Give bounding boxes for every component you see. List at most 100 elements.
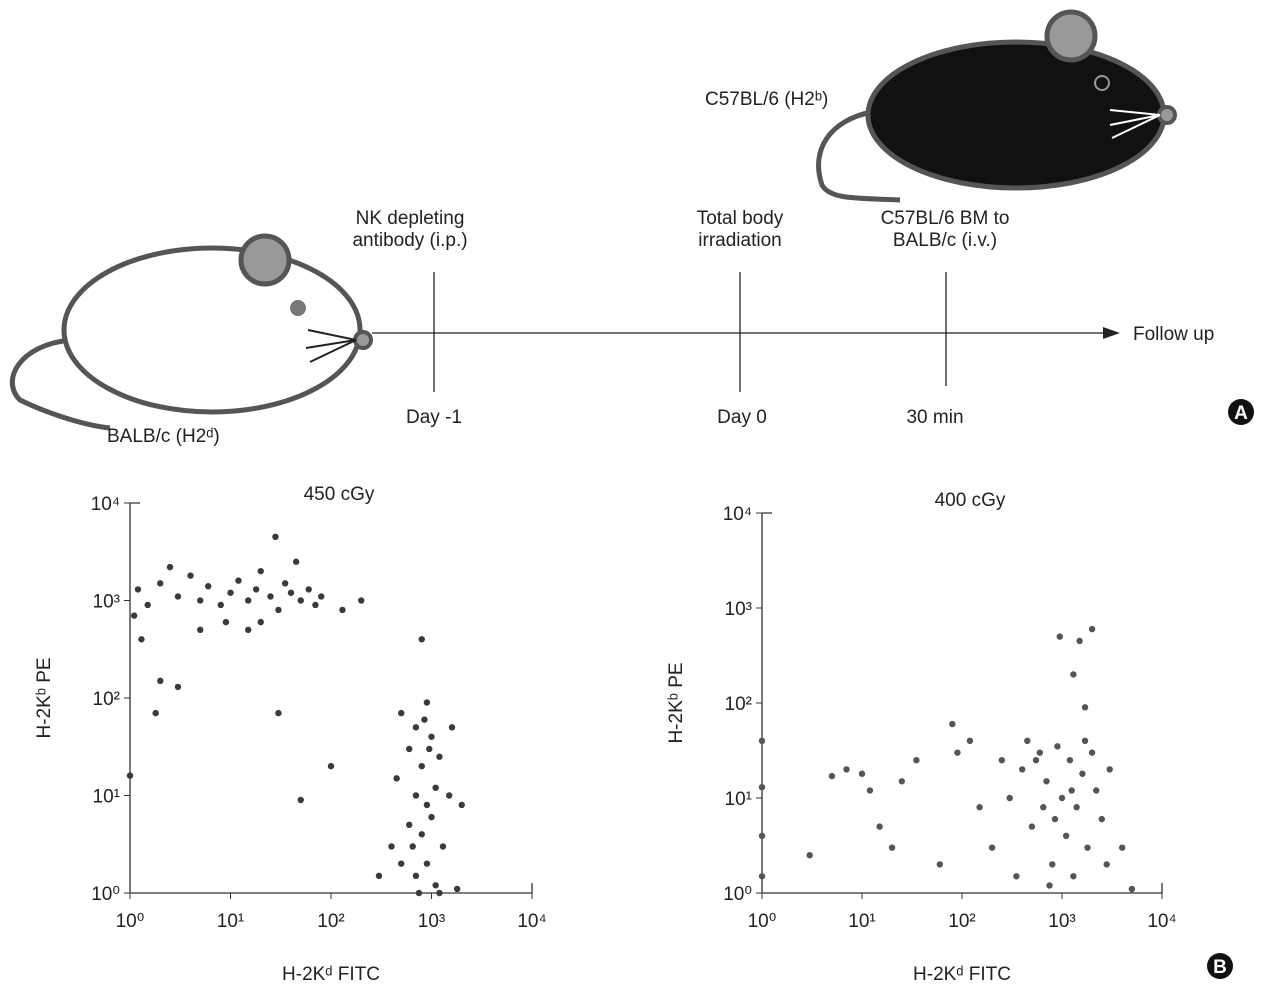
point — [828, 772, 836, 780]
axes — [761, 512, 1163, 894]
point — [318, 593, 325, 600]
step-event: NK depleting antibody (i.p.) — [352, 208, 467, 251]
point — [806, 851, 813, 859]
x-tick-label: 10² — [948, 911, 975, 932]
point — [1076, 637, 1083, 645]
point — [275, 709, 282, 717]
point — [758, 737, 766, 745]
point — [1084, 844, 1091, 851]
panel-label: B — [1213, 957, 1227, 978]
point — [375, 872, 383, 880]
y-tick-label: 10² — [725, 694, 752, 715]
point — [1066, 756, 1074, 764]
point — [758, 783, 766, 791]
point — [292, 558, 300, 565]
point — [312, 601, 319, 609]
point — [205, 583, 212, 590]
y-axis-label: H-2Kᵇ PE — [34, 657, 55, 738]
point — [297, 796, 304, 804]
point — [339, 606, 346, 614]
point — [1106, 766, 1113, 773]
point — [1068, 787, 1075, 794]
point — [436, 889, 443, 897]
point — [287, 589, 295, 596]
point — [913, 756, 920, 764]
point — [1024, 737, 1031, 745]
step-time: Day 0 — [717, 407, 767, 428]
x-tick-label: 10³ — [418, 911, 445, 932]
point — [409, 843, 416, 850]
point — [252, 586, 260, 593]
point — [1103, 861, 1110, 868]
point — [197, 626, 204, 634]
point — [1056, 633, 1063, 640]
x-tick-label: 10⁴ — [1147, 911, 1176, 932]
point — [1028, 823, 1036, 830]
point — [1046, 882, 1053, 889]
y-tick-label: 10⁰ — [723, 884, 752, 905]
point — [412, 724, 420, 731]
y-tick-label: 10⁰ — [91, 884, 120, 905]
point — [421, 716, 428, 723]
point — [423, 801, 431, 809]
point — [843, 766, 850, 773]
point — [327, 762, 335, 770]
axes — [129, 502, 533, 894]
x-tick-label: 10³ — [1048, 911, 1075, 932]
point — [398, 860, 405, 867]
point — [453, 885, 461, 893]
point — [217, 601, 224, 609]
y-tick-label: 10⁴ — [723, 504, 752, 525]
x-tick-label: 10¹ — [848, 911, 875, 932]
point — [257, 567, 264, 575]
chart-title: 450 cGy — [304, 484, 375, 505]
point — [157, 580, 164, 587]
point — [275, 606, 282, 614]
point — [398, 709, 405, 717]
x-tick-label: 10⁰ — [748, 911, 777, 932]
point — [412, 872, 420, 880]
point — [423, 699, 431, 706]
point — [445, 792, 453, 799]
panel-badge — [1228, 399, 1254, 425]
step-time: Day -1 — [406, 407, 462, 428]
point — [888, 844, 896, 851]
point — [458, 801, 465, 809]
point — [936, 861, 944, 868]
point — [144, 601, 151, 609]
point — [1079, 770, 1086, 777]
point — [272, 533, 279, 541]
point — [758, 832, 766, 840]
point — [281, 580, 289, 587]
point — [954, 749, 961, 756]
point — [267, 593, 274, 600]
y-tick-label: 10¹ — [93, 787, 120, 808]
point — [1006, 794, 1013, 802]
point — [174, 683, 182, 691]
point — [1081, 737, 1089, 745]
point — [227, 589, 234, 596]
point — [297, 597, 304, 604]
point — [418, 831, 425, 838]
point — [1070, 671, 1077, 678]
point — [244, 626, 252, 634]
point — [1088, 625, 1096, 633]
point — [1054, 743, 1061, 750]
point — [388, 843, 395, 850]
point — [428, 733, 435, 740]
point — [988, 844, 996, 851]
point — [1040, 804, 1047, 811]
point — [1032, 756, 1040, 764]
y-tick-label: 10³ — [725, 599, 752, 620]
point — [134, 586, 142, 593]
point — [1073, 804, 1080, 811]
point — [1043, 778, 1050, 785]
step-event-text: Total body irradiation — [696, 208, 784, 251]
point — [415, 889, 423, 897]
donor-mouse — [816, 9, 1177, 203]
point — [1058, 794, 1066, 802]
y-tick-label: 10² — [93, 689, 120, 710]
point — [966, 737, 974, 745]
point — [166, 563, 174, 571]
panel-badge — [1207, 953, 1233, 979]
